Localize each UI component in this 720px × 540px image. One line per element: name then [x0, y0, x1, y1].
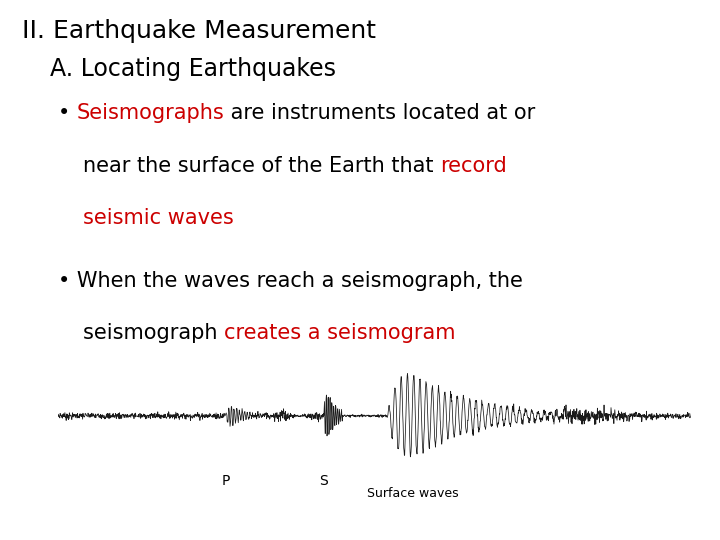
Text: Seismographs: Seismographs	[76, 103, 224, 123]
Text: A. Locating Earthquakes: A. Locating Earthquakes	[50, 57, 336, 80]
Text: P: P	[221, 474, 230, 488]
Text: S: S	[320, 474, 328, 488]
Text: •: •	[58, 103, 76, 123]
Text: record: record	[440, 156, 507, 176]
Text: Surface waves: Surface waves	[366, 487, 458, 500]
Text: II. Earthquake Measurement: II. Earthquake Measurement	[22, 19, 376, 43]
Text: seismograph: seismograph	[83, 323, 224, 343]
Text: • When the waves reach a seismograph, the: • When the waves reach a seismograph, th…	[58, 271, 523, 291]
Text: creates a seismogram: creates a seismogram	[224, 323, 456, 343]
Text: are instruments located at or: are instruments located at or	[224, 103, 536, 123]
Text: seismic waves: seismic waves	[83, 208, 233, 228]
Text: near the surface of the Earth that: near the surface of the Earth that	[83, 156, 440, 176]
